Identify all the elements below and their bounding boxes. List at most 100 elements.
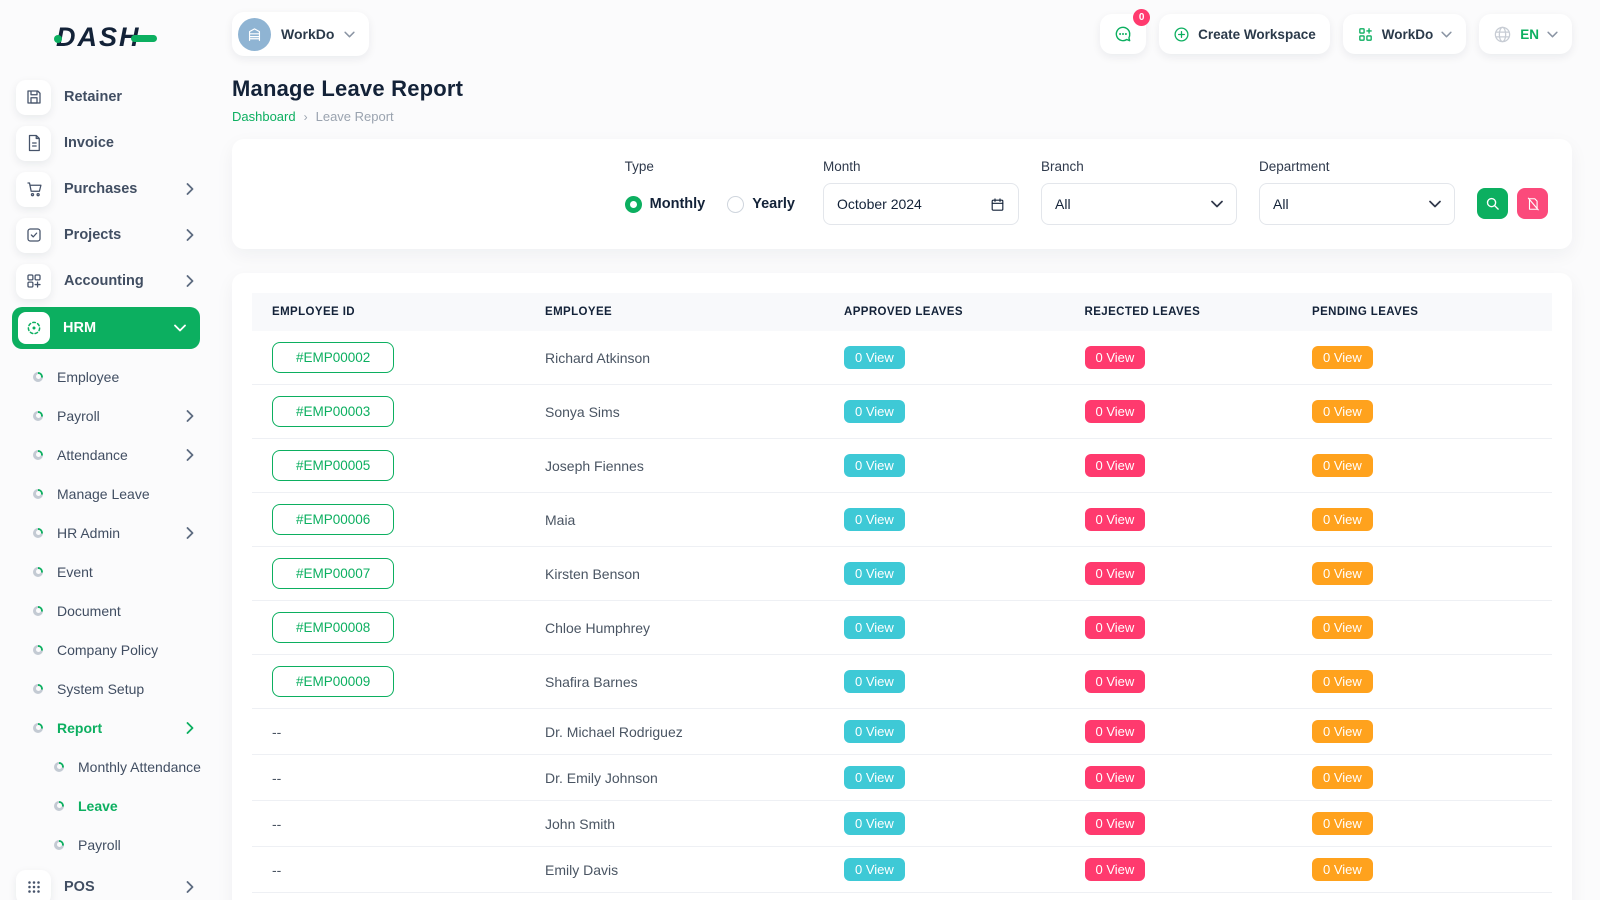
sidebar-item-label: Accounting	[64, 273, 144, 289]
branch-select[interactable]: All	[1041, 183, 1237, 225]
sidebar-item-label: System Setup	[57, 680, 145, 697]
chevron-right-icon	[186, 721, 194, 734]
approved-view-button[interactable]: 0 View	[844, 720, 905, 743]
sidebar-item-leave[interactable]: Leave	[16, 786, 202, 825]
approved-view-button[interactable]: 0 View	[844, 616, 905, 639]
pending-view-button[interactable]: 0 View	[1312, 400, 1373, 423]
language-selector[interactable]: EN	[1479, 14, 1572, 54]
sidebar-item-manage-leave[interactable]: Manage Leave	[16, 474, 202, 513]
rejected-view-button[interactable]: 0 View	[1084, 400, 1146, 423]
messages-button[interactable]: 0	[1100, 9, 1151, 54]
pending-view-button[interactable]: 0 View	[1312, 454, 1373, 477]
create-workspace-button[interactable]: Create Workspace	[1159, 14, 1330, 54]
radio-monthly-control[interactable]	[624, 195, 642, 213]
table-row: #EMP00008 Chloe Humphrey 0 View 0 View 0…	[252, 600, 1552, 655]
approved-view-button[interactable]: 0 View	[844, 454, 905, 477]
invoice-icon	[16, 125, 51, 161]
plus-circle-icon	[1174, 26, 1189, 42]
workspace-selector[interactable]: WorkDo	[232, 12, 370, 56]
employee-id-badge[interactable]: #EMP00005	[272, 450, 395, 481]
employee-id-cell: #EMP00002	[252, 331, 525, 385]
sidebar-item-accounting[interactable]: Accounting	[16, 258, 202, 304]
sidebar-item-event[interactable]: Event	[16, 552, 202, 591]
approved-view-button[interactable]: 0 View	[844, 812, 905, 835]
approved-view-button[interactable]: 0 View	[844, 346, 905, 369]
employee-id-badge[interactable]: #EMP00003	[272, 396, 395, 427]
sidebar-item-system-setup[interactable]: System Setup	[16, 669, 202, 708]
rejected-view-button[interactable]: 0 View	[1084, 616, 1146, 639]
approved-view-button[interactable]: 0 View	[844, 562, 905, 585]
sidebar-item-attendance[interactable]: Attendance	[16, 435, 202, 474]
approved-view-button[interactable]: 0 View	[844, 766, 905, 789]
col-employee-id: EMPLOYEE ID	[252, 293, 525, 331]
sidebar-item-report[interactable]: Report	[16, 708, 202, 747]
approved-view-button[interactable]: 0 View	[844, 858, 905, 881]
sidebar-item-hr-admin[interactable]: HR Admin	[16, 513, 202, 552]
sidebar-item-pos[interactable]: POS	[16, 864, 202, 900]
apply-filter-button[interactable]	[1477, 188, 1508, 219]
rejected-view-button[interactable]: 0 View	[1084, 766, 1146, 789]
sidebar-item-payroll[interactable]: Payroll	[16, 396, 202, 435]
sidebar-item-payroll-report[interactable]: Payroll	[16, 825, 202, 864]
approved-view-button[interactable]: 0 View	[844, 670, 905, 693]
pending-view-button[interactable]: 0 View	[1312, 346, 1373, 369]
globe-icon	[1494, 26, 1511, 42]
employee-id-badge[interactable]: #EMP00007	[272, 558, 395, 589]
pending-view-button[interactable]: 0 View	[1312, 508, 1373, 531]
bullet-icon	[54, 800, 64, 811]
sidebar-item-label: Leave	[78, 797, 118, 814]
reset-filter-button[interactable]	[1517, 188, 1548, 219]
filter-card: Type Monthly Yearly Month October 2024	[232, 139, 1572, 249]
sidebar-item-document[interactable]: Document	[16, 591, 202, 630]
sidebar-item-monthly-attendance[interactable]: Monthly Attendance	[16, 747, 202, 786]
employee-id-badge[interactable]: #EMP00006	[272, 504, 395, 535]
topbar: WorkDo 0 Create Workspace WorkDo EN	[212, 0, 1600, 58]
approved-view-button[interactable]: 0 View	[844, 508, 905, 531]
approved-view-button[interactable]: 0 View	[844, 400, 905, 423]
sidebar-item-company-policy[interactable]: Company Policy	[16, 630, 202, 669]
sidebar-item-hrm[interactable]: HRM	[12, 307, 200, 349]
radio-yearly[interactable]: Yearly	[727, 195, 795, 213]
rejected-view-button[interactable]: 0 View	[1084, 858, 1146, 881]
pending-view-button[interactable]: 0 View	[1312, 670, 1373, 693]
employee-id-badge[interactable]: #EMP00009	[272, 666, 395, 697]
rejected-view-button[interactable]: 0 View	[1084, 346, 1146, 369]
radio-monthly[interactable]: Monthly	[624, 195, 706, 213]
rejected-view-button[interactable]: 0 View	[1084, 720, 1146, 743]
app-switcher-button[interactable]: WorkDo	[1342, 14, 1467, 54]
rejected-view-button[interactable]: 0 View	[1084, 454, 1146, 477]
employee-id-empty: --	[272, 861, 282, 878]
pending-view-button[interactable]: 0 View	[1312, 720, 1373, 743]
department-select[interactable]: All	[1259, 183, 1455, 225]
chevron-right-icon	[186, 881, 194, 893]
rejected-view-button[interactable]: 0 View	[1084, 508, 1146, 531]
rejected-view-button[interactable]: 0 View	[1084, 670, 1146, 693]
pending-view-button[interactable]: 0 View	[1312, 858, 1373, 881]
grid-plus-icon	[16, 263, 51, 299]
dash-logo[interactable]: DASH	[16, 14, 202, 60]
workspace-name: WorkDo	[281, 26, 335, 42]
radio-yearly-control[interactable]	[727, 195, 745, 213]
breadcrumb-dashboard-link[interactable]: Dashboard	[232, 109, 296, 124]
employee-id-badge[interactable]: #EMP00008	[272, 612, 395, 643]
rejected-view-button[interactable]: 0 View	[1084, 562, 1146, 585]
pending-view-button[interactable]: 0 View	[1312, 562, 1373, 585]
table-row: -- Dr. Michael Rodriguez 0 View 0 View 0…	[252, 708, 1552, 755]
employee-id-badge[interactable]: #EMP00002	[272, 342, 395, 373]
pending-view-button[interactable]: 0 View	[1312, 616, 1373, 639]
pending-view-button[interactable]: 0 View	[1312, 812, 1373, 835]
sidebar-item-purchases[interactable]: Purchases	[16, 166, 202, 212]
col-approved-leaves: APPROVED LEAVES	[824, 293, 1065, 331]
logo-dot	[54, 35, 62, 43]
employee-name-cell: James Brown	[525, 893, 824, 900]
rejected-view-button[interactable]: 0 View	[1084, 812, 1146, 835]
sidebar-item-projects[interactable]: Projects	[16, 212, 202, 258]
branch-filter: Branch All	[1041, 159, 1237, 225]
sidebar-item-label: Payroll	[57, 407, 100, 424]
radio-monthly-label: Monthly	[649, 196, 706, 212]
sidebar-item-invoice[interactable]: Invoice	[16, 120, 202, 166]
sidebar-item-retainer[interactable]: Retainer	[16, 74, 202, 120]
sidebar-item-employee[interactable]: Employee	[16, 357, 202, 396]
month-input[interactable]: October 2024	[823, 183, 1019, 225]
pending-view-button[interactable]: 0 View	[1312, 766, 1373, 789]
